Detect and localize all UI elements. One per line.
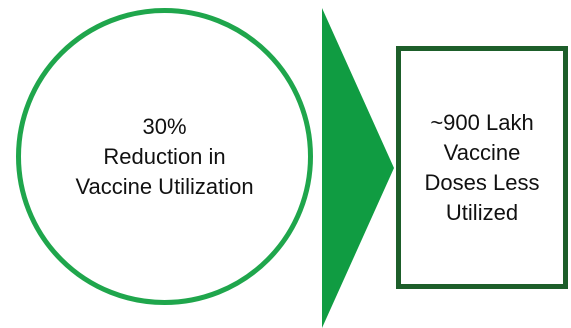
box-line-1: ~900 Lakh [430,109,534,135]
box-label: ~900 Lakh Vaccine Doses Less Utilized [407,108,557,228]
circle-percentage: 30% [142,113,187,139]
arrow-shape [322,8,394,328]
circle-label: 30% Reduction in Vaccine Utilization [50,112,280,202]
box-line-4: Utilized [445,199,519,225]
doses-box: ~900 Lakh Vaccine Doses Less Utilized [396,46,568,289]
right-arrow-icon [322,8,394,328]
circle-line-3: Vaccine Utilization [75,173,254,199]
circle-line-2: Reduction in [103,143,226,169]
box-line-2: Vaccine [443,139,521,165]
box-line-3: Doses Less [424,169,540,195]
reduction-circle: 30% Reduction in Vaccine Utilization [16,8,313,305]
